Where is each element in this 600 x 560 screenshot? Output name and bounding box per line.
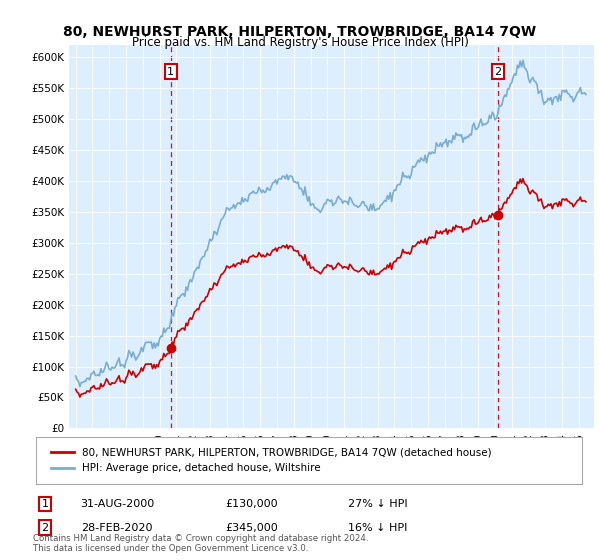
Text: 2: 2 [41, 522, 49, 533]
Legend: 80, NEWHURST PARK, HILPERTON, TROWBRIDGE, BA14 7QW (detached house), HPI: Averag: 80, NEWHURST PARK, HILPERTON, TROWBRIDGE… [47, 444, 496, 477]
Text: 31-AUG-2000: 31-AUG-2000 [80, 499, 154, 509]
Text: 16% ↓ HPI: 16% ↓ HPI [349, 522, 407, 533]
Text: Contains HM Land Registry data © Crown copyright and database right 2024.
This d: Contains HM Land Registry data © Crown c… [33, 534, 368, 553]
Text: 2: 2 [494, 67, 502, 77]
Text: 1: 1 [167, 67, 175, 77]
Text: 1: 1 [41, 499, 49, 509]
Text: £130,000: £130,000 [226, 499, 278, 509]
Text: £345,000: £345,000 [226, 522, 278, 533]
Text: 27% ↓ HPI: 27% ↓ HPI [348, 499, 408, 509]
Text: Price paid vs. HM Land Registry's House Price Index (HPI): Price paid vs. HM Land Registry's House … [131, 36, 469, 49]
Text: 28-FEB-2020: 28-FEB-2020 [81, 522, 153, 533]
Text: 80, NEWHURST PARK, HILPERTON, TROWBRIDGE, BA14 7QW: 80, NEWHURST PARK, HILPERTON, TROWBRIDGE… [64, 25, 536, 39]
